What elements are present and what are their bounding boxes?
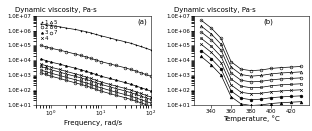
X-axis label: Frequency, rad/s: Frequency, rad/s: [64, 120, 122, 126]
Text: (b): (b): [263, 18, 273, 25]
Text: Dynamic viscosity, Pa·s: Dynamic viscosity, Pa·s: [173, 7, 255, 13]
X-axis label: Temperature, °C: Temperature, °C: [223, 115, 280, 122]
Legend: 1, 2, 3, 4, 5, 6, 7: 1, 2, 3, 4, 5, 6, 7: [40, 19, 58, 41]
Text: Dynamic viscosity, Pa·s: Dynamic viscosity, Pa·s: [15, 7, 97, 13]
Text: (a): (a): [137, 18, 147, 25]
